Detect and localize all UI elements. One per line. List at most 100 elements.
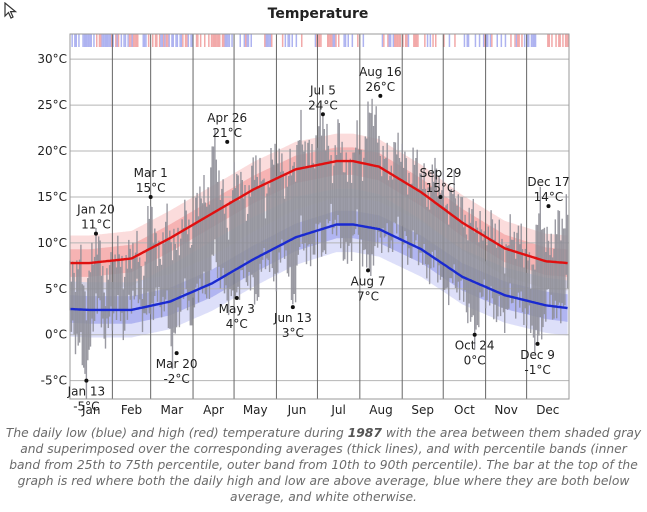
daily-range-bar bbox=[121, 255, 123, 313]
daily-range-bar bbox=[268, 187, 271, 272]
daily-range-bar bbox=[137, 261, 140, 304]
anomaly-cell bbox=[74, 34, 76, 47]
extreme-marker bbox=[366, 268, 371, 273]
anomaly-cell bbox=[223, 34, 225, 47]
daily-range-bar bbox=[173, 228, 175, 333]
daily-range-bar bbox=[98, 236, 100, 299]
anomaly-cell bbox=[86, 34, 88, 47]
anomaly-cell bbox=[134, 34, 136, 47]
daily-range-bar bbox=[299, 140, 301, 247]
anomaly-cell bbox=[204, 34, 206, 47]
daily-range-bar bbox=[389, 175, 391, 248]
anomaly-cell bbox=[219, 34, 221, 47]
anomaly-cell bbox=[415, 34, 418, 47]
anomaly-cell bbox=[514, 34, 516, 47]
daily-range-bar bbox=[422, 189, 424, 265]
extreme-date-label: Jul 5 bbox=[309, 83, 336, 97]
daily-range-bar bbox=[216, 181, 219, 278]
anomaly-cell bbox=[128, 34, 131, 47]
daily-range-bar bbox=[110, 252, 112, 307]
daily-range-bar bbox=[248, 185, 250, 272]
daily-range-bar bbox=[416, 149, 418, 235]
anomaly-cell bbox=[404, 34, 407, 47]
anomaly-cell bbox=[264, 34, 266, 47]
daily-range-bar bbox=[443, 207, 446, 290]
anomaly-cell bbox=[564, 34, 567, 47]
anomaly-cell bbox=[398, 34, 400, 47]
daily-range-bar bbox=[329, 159, 331, 221]
daily-range-bar bbox=[359, 154, 361, 241]
daily-range-bar bbox=[532, 264, 535, 338]
daily-range-bar bbox=[334, 145, 336, 220]
extreme-date-label: Apr 26 bbox=[207, 111, 247, 125]
extreme-marker bbox=[234, 295, 239, 300]
chart-caption: The daily low (blue) and high (red) temp… bbox=[4, 425, 643, 505]
daily-range-bar bbox=[139, 257, 141, 300]
daily-range-bar bbox=[77, 269, 79, 346]
daily-range-bar bbox=[456, 205, 458, 293]
anomaly-cell bbox=[216, 34, 218, 47]
daily-range-bar bbox=[452, 194, 454, 284]
daily-range-bar bbox=[196, 192, 198, 284]
daily-range-bar bbox=[249, 196, 252, 291]
x-axis: Jan Feb Mar Apr May Jun Jul Aug Sep Oct Nov Dec bbox=[81, 403, 559, 417]
daily-range-bar bbox=[480, 229, 483, 298]
daily-range-bar bbox=[398, 158, 401, 238]
daily-range-bar bbox=[375, 106, 377, 229]
daily-range-bar bbox=[435, 168, 438, 261]
daily-range-bar bbox=[383, 158, 386, 238]
daily-range-bar bbox=[300, 109, 302, 216]
daily-range-bar bbox=[535, 224, 537, 330]
daily-range-bar bbox=[279, 171, 282, 263]
daily-range-bar bbox=[423, 163, 425, 244]
daily-range-bar bbox=[337, 119, 339, 215]
daily-range-bar bbox=[230, 203, 232, 297]
daily-range-bar bbox=[338, 123, 340, 226]
daily-range-bar bbox=[483, 231, 485, 280]
daily-range-bar bbox=[223, 213, 226, 294]
daily-range-bar bbox=[140, 266, 142, 306]
daily-range-bar bbox=[409, 184, 412, 258]
anomaly-cell bbox=[82, 34, 84, 47]
daily-range-bar bbox=[150, 205, 152, 315]
daily-range-bar bbox=[326, 123, 328, 220]
anomaly-cell bbox=[328, 34, 330, 47]
anomaly-cell bbox=[383, 34, 385, 47]
daily-range-bar bbox=[361, 180, 364, 267]
anomaly-cell bbox=[161, 34, 164, 47]
anomaly-cell bbox=[291, 34, 293, 47]
daily-range-bar bbox=[115, 267, 118, 320]
extreme-date-label: May 3 bbox=[219, 302, 255, 316]
daily-range-bar bbox=[474, 232, 476, 349]
daily-range-bar bbox=[233, 162, 235, 274]
daily-range-bar bbox=[320, 135, 323, 257]
anomaly-cell bbox=[399, 34, 401, 47]
anomaly-cell bbox=[106, 34, 109, 47]
daily-range-bar bbox=[524, 248, 526, 309]
daily-range-bar bbox=[290, 175, 293, 300]
daily-range-bar bbox=[87, 278, 89, 361]
anomaly-cell bbox=[526, 34, 529, 47]
daily-range-bar bbox=[240, 171, 242, 271]
daily-range-bar bbox=[323, 129, 325, 251]
anomaly-cell bbox=[265, 34, 267, 47]
daily-range-bar bbox=[437, 196, 439, 283]
extreme-annotation: Dec 9-1°C bbox=[520, 341, 555, 377]
daily-range-bar bbox=[260, 181, 263, 272]
daily-range-bar bbox=[152, 243, 155, 321]
daily-range-bar bbox=[397, 132, 399, 217]
anomaly-cell bbox=[381, 34, 384, 47]
anomaly-cell bbox=[362, 34, 365, 47]
anomaly-cell bbox=[484, 34, 486, 47]
daily-range-bar bbox=[527, 260, 529, 314]
daily-range-bar bbox=[566, 214, 569, 289]
anomaly-cell bbox=[417, 34, 419, 47]
daily-range-bar bbox=[192, 210, 194, 298]
anomaly-cell bbox=[347, 34, 349, 47]
daily-range-bar bbox=[221, 188, 223, 278]
daily-range-bar bbox=[349, 158, 351, 243]
daily-range-bar bbox=[225, 206, 227, 286]
anomaly-cell bbox=[199, 34, 202, 47]
daily-range-bar bbox=[340, 152, 342, 249]
